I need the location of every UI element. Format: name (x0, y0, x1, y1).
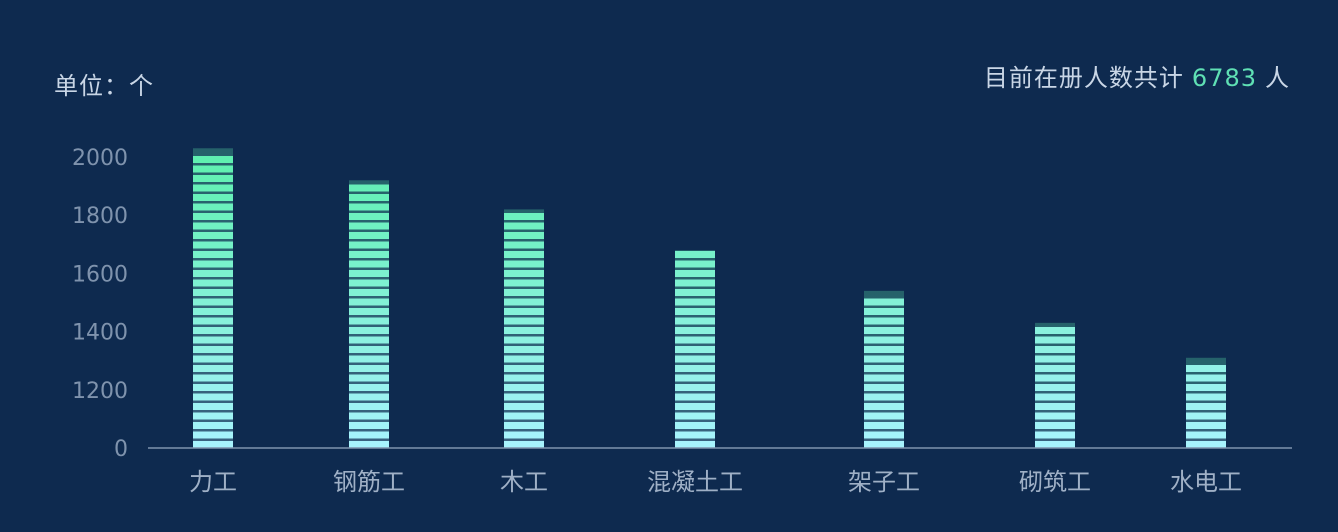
x-category-label: 力工 (189, 468, 237, 496)
x-category-label: 架子工 (848, 468, 920, 496)
unit-label: 单位：个 (54, 72, 154, 100)
bar (864, 290, 904, 448)
total-suffix: 人 (1265, 64, 1290, 92)
bar (349, 180, 389, 448)
y-tick-label: 1600 (72, 262, 128, 287)
y-axis-ticks: 2000 1800 1600 1400 1200 0 (72, 146, 128, 462)
bar (1035, 322, 1075, 448)
x-category-label: 木工 (500, 468, 548, 496)
bars (193, 148, 1226, 448)
total-registered: 目前在册人数共计 6783 人 (984, 58, 1290, 93)
total-value: 6783 (1191, 64, 1257, 92)
bar (675, 250, 715, 448)
x-category-label: 混凝土工 (647, 468, 743, 496)
x-axis-labels: 力工 钢筋工 木工 混凝土工 架子工 砌筑工 水电工 (189, 468, 1242, 496)
bar (193, 148, 233, 448)
y-tick-label: 0 (114, 437, 128, 462)
x-category-label: 砌筑工 (1019, 468, 1091, 496)
x-category-label: 水电工 (1170, 468, 1242, 496)
y-tick-label: 1400 (72, 321, 128, 346)
total-prefix: 目前在册人数共计 (983, 64, 1184, 92)
y-tick-label: 1200 (72, 379, 128, 404)
y-tick-label: 2000 (72, 146, 128, 171)
x-category-label: 钢筋工 (333, 468, 405, 496)
bar (1186, 357, 1226, 448)
bar (504, 209, 544, 448)
y-tick-label: 1800 (72, 204, 128, 229)
